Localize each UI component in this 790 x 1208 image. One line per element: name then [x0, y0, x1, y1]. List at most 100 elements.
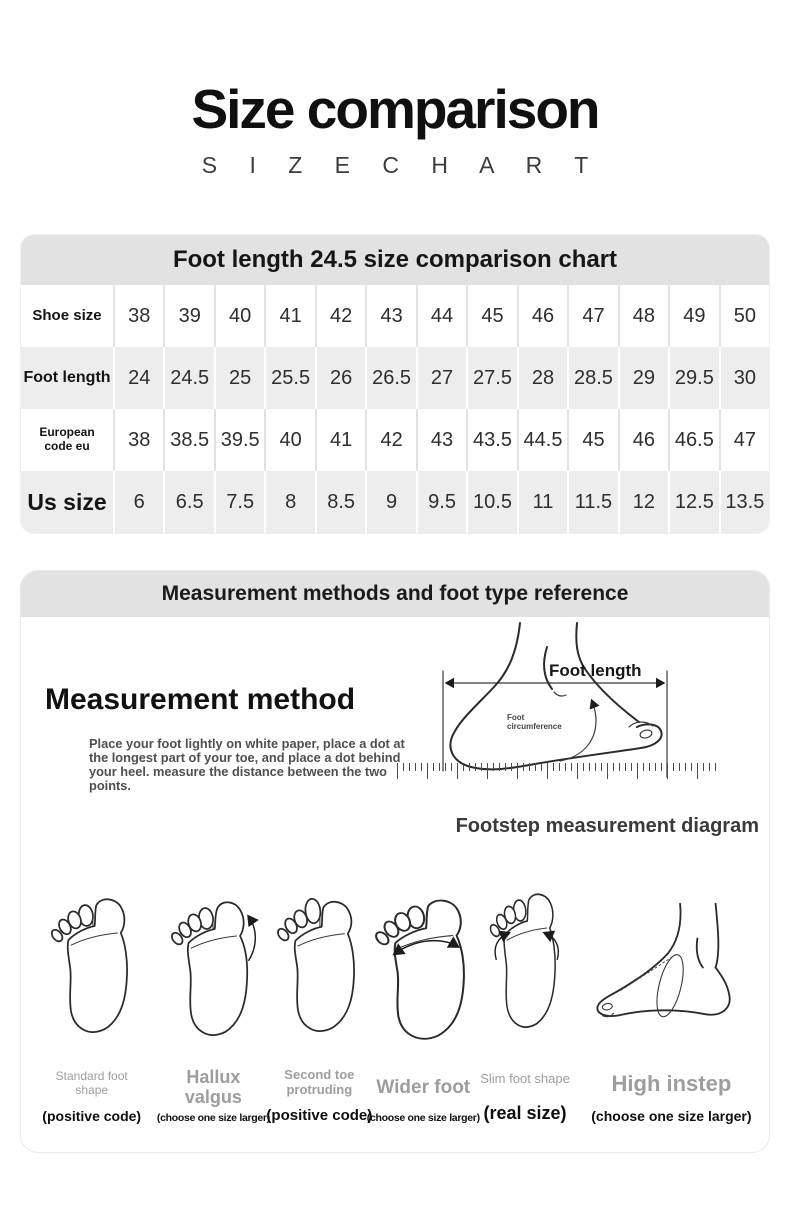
slim-foot-icon: [489, 893, 560, 1028]
size-table-row: Foot length 24 24.5 25 25.5 26 26.5 27 27.5 28 28.…: [21, 347, 769, 409]
size-cell: 49: [668, 285, 718, 347]
foot-type-name: High instep: [611, 1071, 732, 1097]
size-cell: 24: [113, 347, 163, 409]
side-foot-diagram-icon: [442, 622, 668, 778]
foot-type-note: (choose one size larger): [366, 1112, 480, 1124]
hallux-valgus-foot-icon: [171, 901, 260, 1036]
size-cell: 25: [213, 347, 264, 409]
foot-type-hallux-valgus: Hallux valgus (choose one size larger): [157, 883, 270, 1124]
method-title: Measurement method: [45, 683, 356, 716]
second-toe-art: [271, 879, 367, 1047]
size-cell: 12: [617, 471, 668, 533]
size-cell: 7.5: [213, 471, 264, 533]
size-cell: 25.5: [264, 347, 314, 409]
size-cell: 11.5: [567, 471, 617, 533]
size-cell: 27: [415, 347, 466, 409]
size-cell: 30: [718, 347, 769, 409]
slim-foot-art: [477, 875, 573, 1043]
size-cell: 8.5: [314, 471, 365, 533]
foot-type-note: (choose one size larger): [591, 1108, 752, 1124]
title-block: Size comparison S I Z E C H A R T: [0, 0, 790, 179]
size-table-row: Shoe size 38 39 40 41 42 43 44 45 46 47 48 49 50: [21, 285, 769, 347]
size-cell: 42: [365, 409, 415, 471]
foot-type-standard: Standard foot shape (positive code): [23, 880, 160, 1124]
size-cell: 38: [113, 285, 163, 347]
size-cell: 43: [365, 285, 415, 347]
foot-type-name: Slim foot shape: [480, 1070, 570, 1086]
size-cell: 6: [113, 471, 163, 533]
size-cell: 27.5: [466, 347, 516, 409]
hallux-valgus-art: [165, 883, 261, 1051]
size-cell: 38.5: [163, 409, 213, 471]
size-cell: 41: [264, 285, 314, 347]
foot-types-row: Standard foot shape (positive code): [21, 875, 769, 1152]
method-instructions: Place your foot lightly on white paper, …: [89, 736, 405, 793]
ruler-icon: [397, 763, 719, 779]
size-cell: 29: [617, 347, 668, 409]
row-label: Foot length: [23, 368, 111, 386]
diagram-caption: Footstep measurement diagram: [455, 815, 759, 837]
size-cell: 9: [365, 471, 415, 533]
wider-foot-art: [373, 884, 473, 1052]
size-cell: 9.5: [415, 471, 466, 533]
foot-type-second-toe: Second toe protruding (positive code): [266, 879, 372, 1124]
size-cell: 41: [314, 409, 365, 471]
standard-foot-art: [44, 880, 140, 1048]
size-cell: 50: [718, 285, 769, 347]
size-cell: 8: [264, 471, 314, 533]
size-cell: 28.5: [567, 347, 617, 409]
foot-type-note: (positive code): [266, 1107, 373, 1124]
size-table-row: Us size 6 6.5 7.5 8 8.5 9 9.5 10.5 11 11.5 12 12.5 13…: [21, 471, 769, 533]
size-table-body: Shoe size 38 39 40 41 42 43 44 45 46 47 48 49 50 Foot …: [21, 285, 769, 533]
foot-circumference-label: Foot circumference: [507, 713, 562, 732]
size-cell: 40: [213, 285, 264, 347]
foot-measurement-diagram: Foot length Foot circumference: [389, 621, 739, 841]
size-cell: 47: [567, 285, 617, 347]
size-cell: 46: [516, 285, 567, 347]
measurement-section-title: Measurement methods and foot type refere…: [21, 571, 769, 617]
size-cell: 28: [516, 347, 567, 409]
size-cell: 45: [466, 285, 516, 347]
size-cell: 26: [314, 347, 365, 409]
row-label: Us size: [27, 488, 107, 515]
foot-type-slim: Slim foot shape (real size): [474, 875, 576, 1124]
size-cell: 40: [264, 409, 314, 471]
measurement-method-area: Measurement method Place your foot light…: [21, 617, 769, 875]
size-cell: 10.5: [466, 471, 516, 533]
size-guide-page: Size comparison S I Z E C H A R T Foot l…: [0, 0, 790, 1153]
size-cell: 47: [718, 409, 769, 471]
foot-type-high-instep: High instep (choose one size larger): [576, 880, 767, 1124]
size-cell: 46.5: [668, 409, 718, 471]
foot-type-note: (real size): [483, 1103, 567, 1123]
foot-type-name: Second toe protruding: [284, 1067, 355, 1097]
high-instep-foot-icon: [596, 902, 731, 1018]
size-cell: 26.5: [365, 347, 415, 409]
foot-length-label: Foot length: [549, 661, 642, 680]
high-instep-art: [580, 880, 762, 1048]
second-toe-foot-icon: [277, 897, 356, 1032]
size-cell: 13.5: [718, 471, 769, 533]
size-cell: 45: [567, 409, 617, 471]
size-cell: 39.5: [213, 409, 264, 471]
foot-type-name: Wider foot: [376, 1077, 471, 1099]
foot-type-note: (positive code): [42, 1108, 142, 1124]
foot-type-name: Standard foot shape: [55, 1069, 128, 1097]
wider-foot-icon: [375, 899, 466, 1040]
size-cell: 46: [617, 409, 668, 471]
size-cell: 6.5: [163, 471, 213, 533]
size-cell: 43: [415, 409, 466, 471]
page-title: Size comparison: [191, 78, 600, 140]
size-cell: 11: [516, 471, 567, 533]
size-cell: 42: [314, 285, 365, 347]
foot-type-wider: Wider foot (choose one size larger): [367, 884, 480, 1124]
size-table-card: Foot length 24.5 size comparison chart S…: [20, 234, 770, 534]
measurement-card: Measurement methods and foot type refere…: [20, 570, 770, 1153]
size-cell: 29.5: [668, 347, 718, 409]
foot-type-note: (choose one size larger): [156, 1112, 270, 1124]
size-table-title: Foot length 24.5 size comparison chart: [21, 235, 769, 285]
size-cell: 44: [415, 285, 466, 347]
size-cell: 39: [163, 285, 213, 347]
page-subtitle: S I Z E C H A R T: [201, 152, 602, 178]
size-cell: 12.5: [668, 471, 718, 533]
size-cell: 43.5: [466, 409, 516, 471]
